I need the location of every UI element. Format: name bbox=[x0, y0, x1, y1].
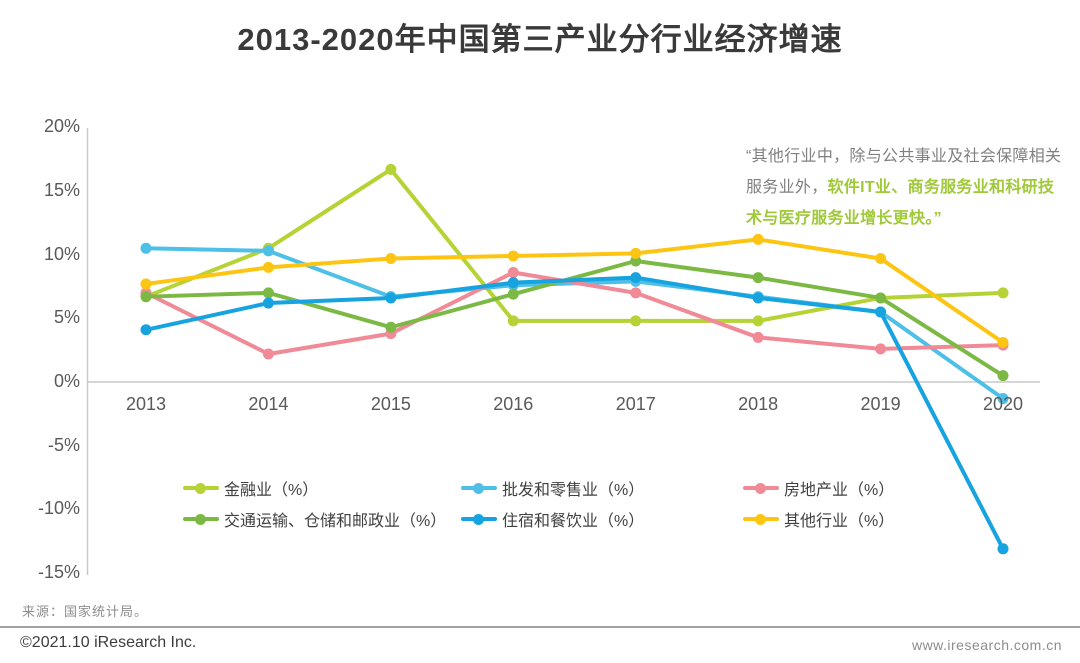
x-tick-label: 2014 bbox=[248, 394, 289, 414]
data-point bbox=[875, 292, 887, 304]
data-point bbox=[385, 163, 397, 175]
data-point bbox=[997, 370, 1009, 382]
chart-legend: 金融业（%） 批发和零售业（%） 房地产业（%） 交通运输、仓储和邮政业（%） 住宿和餐… bbox=[183, 477, 913, 530]
legend-item-label: 住宿和餐饮业（%） bbox=[502, 513, 645, 530]
x-tick-label: 2013 bbox=[125, 394, 167, 414]
data-point bbox=[752, 331, 764, 343]
legend-marker-icon bbox=[461, 513, 497, 525]
data-point bbox=[385, 252, 397, 264]
y-tick-label: 0% bbox=[53, 371, 80, 391]
series-line bbox=[144, 246, 1006, 401]
x-tick-label: 2018 bbox=[738, 394, 779, 414]
data-point bbox=[385, 292, 397, 304]
chart-title: 2013-2020年中国第三产业分行业经济增速 bbox=[237, 22, 843, 57]
series-line bbox=[144, 237, 1006, 345]
website-link[interactable]: www.iresearch.com.cn bbox=[911, 637, 1062, 653]
data-point bbox=[262, 245, 274, 257]
y-tick-label: -5% bbox=[47, 434, 80, 455]
copyright-text: ©2021.10 iResearch Inc. bbox=[20, 634, 197, 651]
data-point bbox=[385, 321, 397, 333]
data-point bbox=[997, 543, 1009, 555]
data-point bbox=[262, 261, 274, 273]
annotation: “其他行业中，除与公共事业及社会保障相关服务业外，软件IT业、商务服务业和科研技… bbox=[746, 141, 1070, 234]
data-point bbox=[262, 297, 274, 309]
data-point bbox=[262, 348, 274, 360]
data-point bbox=[752, 315, 764, 327]
data-point bbox=[997, 287, 1009, 299]
legend-item-label: 房地产业（%） bbox=[784, 482, 895, 499]
y-tick-label: -10% bbox=[37, 498, 80, 519]
data-point bbox=[630, 287, 642, 299]
data-point bbox=[875, 252, 887, 264]
data-point bbox=[140, 291, 152, 303]
legend-item-label: 交通运输、仓储和邮政业（%） bbox=[224, 513, 447, 530]
legend-item: 房地产业（%） bbox=[743, 477, 913, 499]
data-point bbox=[507, 277, 519, 289]
annotation-text: “其他行业中，除与公共事业及社会保障相关服务业外， bbox=[746, 148, 1062, 196]
legend-marker-icon bbox=[743, 482, 779, 494]
legend-marker-icon bbox=[183, 482, 219, 494]
series-line bbox=[144, 259, 1006, 378]
x-tick-label: 2015 bbox=[370, 394, 411, 414]
legend-item-label: 金融业（%） bbox=[224, 482, 319, 499]
x-tick-label: 2020 bbox=[982, 394, 1024, 414]
data-point bbox=[262, 287, 274, 299]
series-line bbox=[144, 270, 1006, 356]
data-point bbox=[997, 393, 1009, 405]
data-point bbox=[630, 315, 642, 327]
y-tick-label: 10% bbox=[43, 243, 80, 264]
data-point bbox=[875, 343, 887, 355]
legend-item: 金融业（%） bbox=[183, 477, 461, 499]
x-tick-label: 2019 bbox=[860, 394, 901, 414]
legend-item: 交通运输、仓储和邮政业（%） bbox=[183, 508, 461, 530]
legend-item: 其他行业（%） bbox=[743, 508, 913, 530]
data-point bbox=[507, 288, 519, 300]
legend-item: 批发和零售业（%） bbox=[461, 477, 743, 499]
y-tick-label: 5% bbox=[53, 307, 80, 328]
data-point bbox=[997, 337, 1009, 349]
data-point bbox=[630, 255, 642, 267]
data-point bbox=[752, 272, 764, 284]
annotation-highlight: 软件IT业、商务服务业和科研技术与医疗服务业增长更快。” bbox=[746, 179, 1055, 227]
data-point bbox=[507, 266, 519, 278]
legend-item: 住宿和餐饮业（%） bbox=[461, 508, 743, 530]
x-tick-label: 2016 bbox=[493, 394, 534, 414]
y-tick-label: 20% bbox=[43, 116, 80, 137]
legend-marker-icon bbox=[183, 513, 219, 525]
data-point bbox=[140, 324, 152, 336]
data-point bbox=[140, 278, 152, 290]
legend-item-label: 其他行业（%） bbox=[784, 513, 895, 530]
data-point bbox=[140, 242, 152, 254]
data-point bbox=[630, 272, 642, 284]
series-line bbox=[144, 275, 1006, 551]
series-line bbox=[144, 167, 1006, 323]
legend-marker-icon bbox=[743, 513, 779, 525]
source-note: 来源：国家统计局。 bbox=[22, 604, 149, 619]
data-point bbox=[630, 247, 642, 259]
data-point bbox=[507, 315, 519, 327]
footer-divider bbox=[0, 626, 1080, 628]
data-point bbox=[875, 306, 887, 318]
y-tick-label: 15% bbox=[43, 180, 80, 200]
data-point bbox=[507, 250, 519, 262]
y-tick-label: -15% bbox=[37, 561, 80, 582]
data-point bbox=[752, 233, 764, 245]
x-tick-label: 2017 bbox=[615, 394, 656, 414]
legend-item-label: 批发和零售业（%） bbox=[502, 482, 645, 499]
legend-marker-icon bbox=[461, 482, 497, 494]
data-point bbox=[752, 292, 764, 304]
